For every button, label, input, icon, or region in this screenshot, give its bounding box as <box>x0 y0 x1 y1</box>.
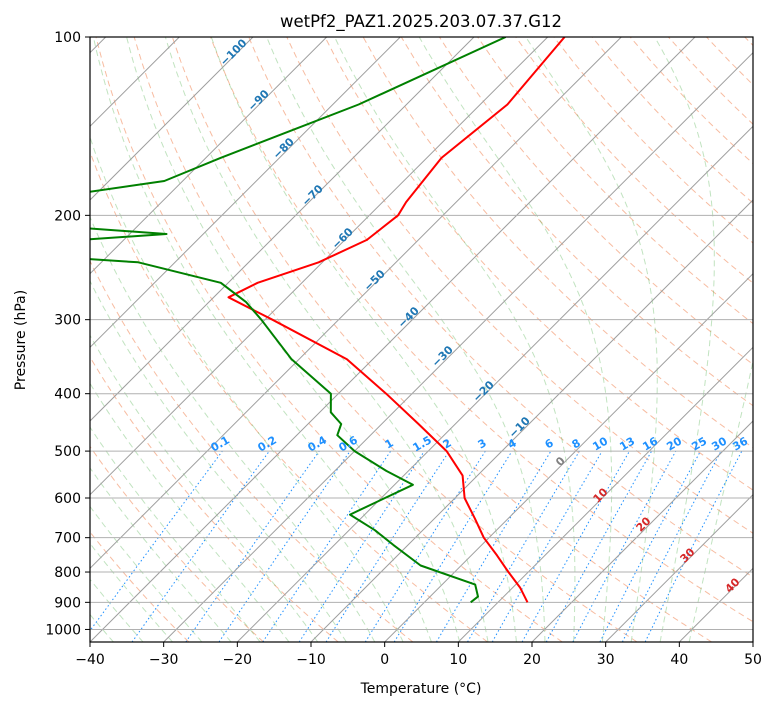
mixing-ratio-line <box>325 450 450 642</box>
moist-adiabat <box>688 358 753 642</box>
isotherm-line <box>90 37 549 496</box>
x-tick-label: −30 <box>149 652 179 668</box>
y-tick-label: 300 <box>54 313 81 329</box>
mixing-ratio-line <box>218 450 351 642</box>
moist-adiabat <box>164 37 489 642</box>
isotherm-line <box>310 199 753 642</box>
mixing-ratio-lines <box>90 450 743 642</box>
mixing-ratio-line <box>545 450 653 642</box>
isotherm-line <box>90 37 254 201</box>
moist-adiabat <box>334 37 576 642</box>
x-tick-label: −10 <box>296 652 326 668</box>
y-axis-title: Pressure (hPa) <box>13 290 29 390</box>
plot-frame <box>89 36 754 643</box>
isotherm-line <box>163 51 753 642</box>
moist-adiabat <box>90 578 144 642</box>
x-tick-label: 0 <box>380 652 389 668</box>
moist-adiabat <box>90 382 290 642</box>
moist-adiabat <box>92 37 432 642</box>
chart-title: wetPf2_PAZ1.2025.203.07.37.G12 <box>280 12 562 32</box>
moist-adiabat <box>90 334 319 642</box>
x-tick-label: 20 <box>523 652 541 668</box>
isotherm-line <box>236 125 753 642</box>
moist-adiabat <box>90 505 203 642</box>
y-tick-label: 400 <box>54 387 81 403</box>
dewpoint-profile-line <box>90 37 507 604</box>
isotherm-line <box>90 37 475 422</box>
y-axis-ticks: 100 200 300 400 500 600 700 800 900 1000 <box>45 30 90 638</box>
x-axis-ticks: −40 −30 −20 −10 0 10 20 30 40 50 <box>75 642 762 668</box>
dry-adiabat <box>133 37 638 642</box>
x-tick-label: 30 <box>597 652 615 668</box>
moist-adiabat <box>654 37 715 642</box>
x-tick-label: 10 <box>449 652 467 668</box>
moist-adiabat <box>90 215 376 642</box>
moist-adiabats <box>90 37 753 642</box>
mixing-ratio-line <box>262 450 392 642</box>
moist-adiabat <box>418 37 613 642</box>
moist-adiabat <box>90 542 173 642</box>
dry-adiabat <box>90 356 339 642</box>
x-tick-label: 50 <box>744 652 762 668</box>
moist-adiabat <box>266 37 546 642</box>
dry-adiabat <box>90 259 414 642</box>
x-tick-label: −40 <box>75 652 105 668</box>
isotherm-line <box>90 37 696 642</box>
temperature-profile-line <box>227 37 566 603</box>
y-tick-label: 1000 <box>45 622 81 638</box>
isotherm-line <box>90 37 401 349</box>
isobar-gridlines <box>90 37 753 630</box>
isotherm-line <box>90 37 328 275</box>
dry-adiabats <box>90 37 753 642</box>
dry-adiabat <box>286 37 753 534</box>
isotherm-line <box>457 346 753 642</box>
mixing-ratio-line <box>572 450 677 642</box>
dry-adiabat <box>90 445 264 642</box>
x-tick-label: −20 <box>223 652 253 668</box>
dry-adiabat <box>171 37 712 642</box>
y-tick-label: 500 <box>54 444 81 460</box>
y-tick-label: 800 <box>54 565 81 581</box>
isotherm-line <box>90 37 622 570</box>
moist-adiabat <box>90 135 404 642</box>
dry-adiabat <box>210 37 753 623</box>
moist-adiabat <box>525 37 658 642</box>
x-axis-title: Temperature (°C) <box>360 681 482 697</box>
dry-adiabat <box>515 37 753 284</box>
moist-adiabat <box>90 426 261 642</box>
moist-adiabat <box>90 467 232 642</box>
mixing-ratio-line <box>185 450 320 642</box>
isotherm-line <box>605 493 753 642</box>
mixing-ratio-line <box>298 450 425 642</box>
mixing-ratio-line <box>521 450 630 642</box>
y-tick-label: 900 <box>54 595 81 611</box>
sounding-series <box>90 37 566 604</box>
dry-adiabat <box>248 37 753 578</box>
y-tick-label: 200 <box>54 208 81 224</box>
dry-adiabat <box>95 37 563 642</box>
y-tick-label: 100 <box>54 30 81 46</box>
moist-adiabat <box>126 37 461 642</box>
mixing-ratio-line <box>393 450 513 642</box>
moist-adiabat <box>210 37 517 642</box>
isotherm-line <box>531 420 753 642</box>
mixing-ratio-line <box>90 450 223 632</box>
mixing-ratio-line <box>644 450 743 642</box>
dry-adiabat <box>324 37 753 491</box>
mixing-ratio-line <box>131 450 270 642</box>
y-tick-label: 600 <box>54 491 81 507</box>
x-tick-label: 40 <box>670 652 688 668</box>
y-tick-label: 700 <box>54 531 81 547</box>
